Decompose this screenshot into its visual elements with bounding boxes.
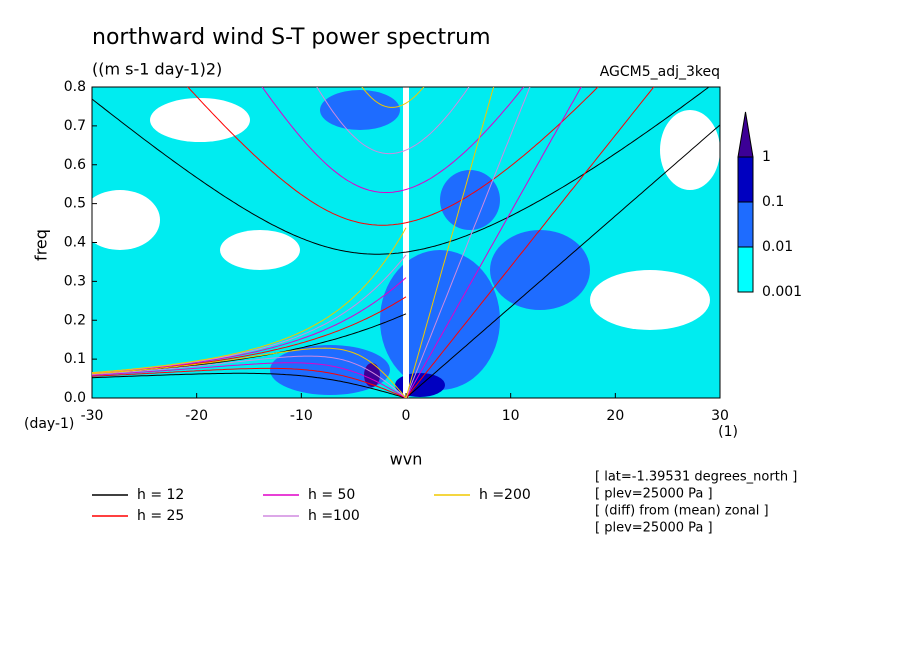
dispersion-curve — [92, 372, 407, 398]
y-tick-label: 0.2 — [64, 312, 86, 328]
annotation: [ plev=25000 Pa ] — [595, 487, 713, 502]
y-unit: (day-1) — [24, 416, 74, 432]
label-right: AGCM5_adj_3keq — [600, 64, 720, 80]
y-tick-label: 0.8 — [64, 79, 86, 95]
colorbar-segment — [737, 246, 754, 293]
legend-label: h = 50 — [308, 487, 355, 503]
y-tick-label: 0.3 — [64, 273, 86, 289]
x-tick-label: 30 — [711, 408, 729, 424]
y-tick-label: 0.4 — [64, 235, 86, 251]
colorbar-segment — [737, 201, 754, 248]
x-axis-label: wvn — [390, 450, 423, 469]
dispersion-curve — [361, 87, 425, 108]
dispersion-curve — [92, 355, 407, 398]
chart-title: northward wind S-T power spectrum — [92, 25, 491, 50]
contour-field — [92, 87, 720, 398]
x-unit: (1) — [718, 424, 738, 440]
dispersion-curve — [405, 87, 495, 398]
colorbar-label: 0.1 — [762, 194, 784, 210]
x-tick-label: 10 — [502, 408, 520, 424]
dispersion-curve — [261, 87, 525, 193]
x-tick-label: -30 — [81, 408, 104, 424]
y-tick-label: 0.0 — [64, 390, 86, 406]
colorbar-extension — [737, 111, 754, 158]
dispersion-curve — [92, 367, 407, 398]
dispersion-curve — [316, 87, 470, 155]
colorbar-label: 1 — [762, 149, 771, 165]
x-tick-label: 0 — [402, 408, 411, 424]
dispersion-curve — [92, 347, 407, 398]
dispersion-curve — [92, 227, 407, 374]
dispersion-curve — [405, 87, 531, 398]
legend-label: h = 12 — [137, 487, 184, 503]
y-axis-label: freq — [32, 229, 51, 261]
annotation: [ lat=-1.39531 degrees_north ] — [595, 470, 797, 485]
annotation: [ plev=25000 Pa ] — [595, 521, 713, 536]
dispersion-curve — [187, 87, 599, 226]
x-tick-label: -20 — [185, 408, 208, 424]
subtitle: ((m s-1 day-1)2) — [92, 60, 222, 79]
colorbar-label: 0.01 — [762, 239, 793, 255]
x-tick-label: 20 — [606, 408, 624, 424]
y-tick-label: 0.6 — [64, 157, 86, 173]
legend-label: h =200 — [479, 487, 531, 503]
dispersion-curve — [92, 362, 407, 398]
x-tick-label: -10 — [290, 408, 313, 424]
colorbar-segment — [737, 156, 754, 203]
colorbar-label: 0.001 — [762, 284, 802, 300]
y-tick-label: 0.1 — [64, 351, 86, 367]
dispersion-curve — [92, 87, 710, 255]
dispersion-curve — [405, 124, 720, 398]
legend-label: h = 25 — [137, 508, 184, 524]
legend-label: h =100 — [308, 508, 360, 524]
y-tick-label: 0.7 — [64, 118, 86, 134]
dispersion-curves — [92, 87, 720, 398]
dispersion-curve — [405, 87, 582, 398]
dispersion-curve — [405, 87, 655, 398]
y-tick-label: 0.5 — [64, 196, 86, 212]
annotation: [ (diff) from (mean) zonal ] — [595, 504, 769, 519]
